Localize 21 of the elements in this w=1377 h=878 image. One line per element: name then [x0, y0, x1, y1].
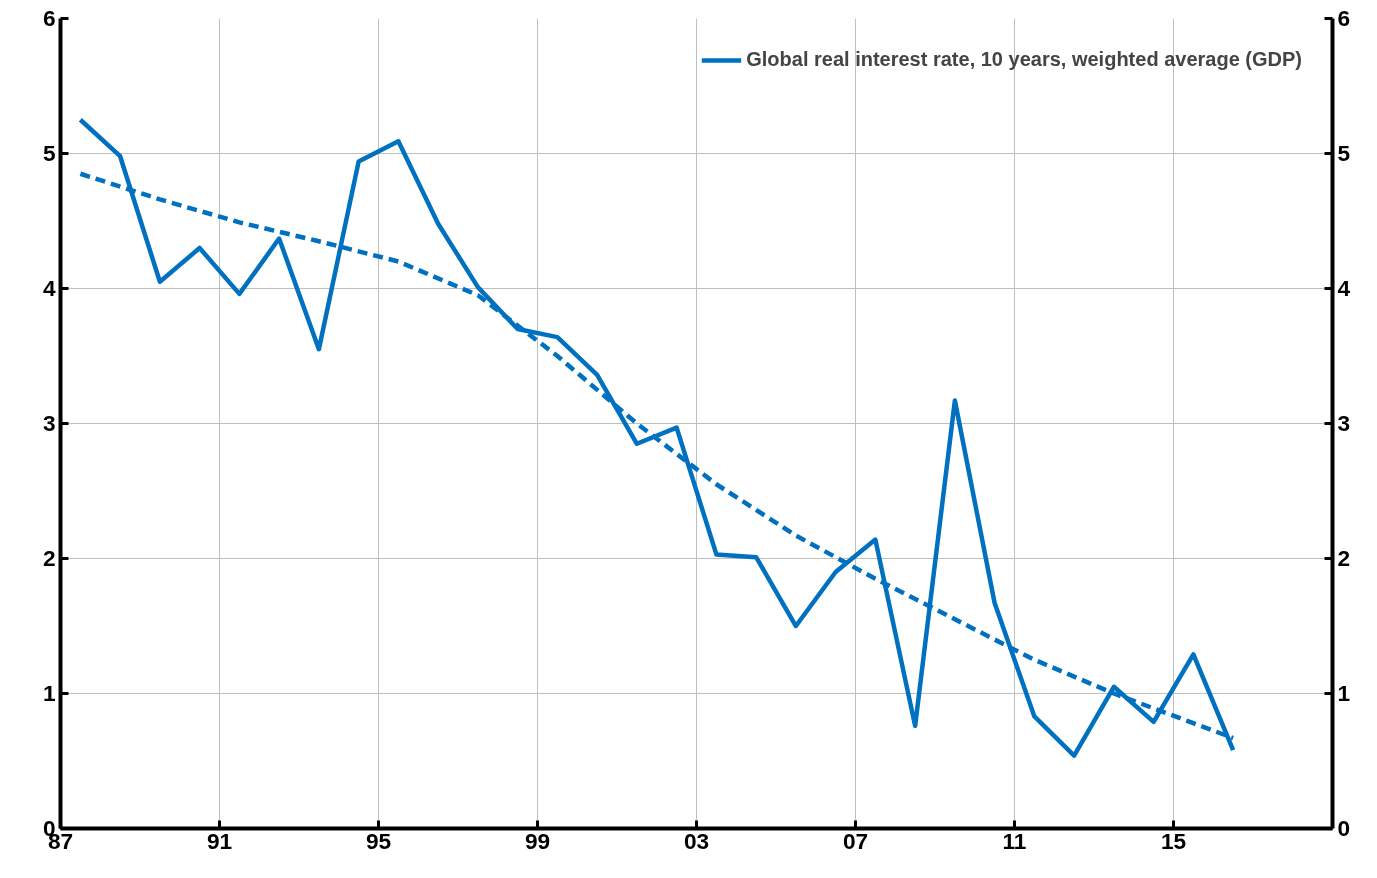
x-tick-label: 99 [524, 827, 551, 854]
x-tick-label: 95 [365, 827, 392, 854]
y2-tick-label: 4 [1337, 275, 1351, 301]
y-tick-label: 5 [42, 140, 56, 166]
y2-tick-label: 2 [1337, 545, 1351, 571]
y2-tick-label: 5 [1337, 140, 1351, 166]
y-tick-label: 3 [42, 410, 56, 436]
x-tick-label: 15 [1160, 827, 1187, 854]
y2-tick-label: 1 [1337, 680, 1351, 706]
y2-tick-label: 3 [1337, 410, 1351, 436]
x-tick-label: 11 [1002, 827, 1027, 854]
x-tick-label: 91 [206, 827, 233, 854]
y-tick-label: 1 [42, 680, 56, 706]
y-tick-label: 2 [42, 545, 56, 571]
y2-tick-label: 6 [1337, 5, 1351, 31]
y2-tick-label: 0 [1337, 815, 1351, 841]
y-tick-label: 6 [42, 5, 56, 31]
x-tick-label: 07 [842, 827, 869, 854]
y-tick-label: 4 [42, 275, 56, 301]
x-tick-label: 03 [683, 827, 710, 854]
legend-label: Global real interest rate, 10 years, weighted average (GDP) [746, 48, 1302, 71]
